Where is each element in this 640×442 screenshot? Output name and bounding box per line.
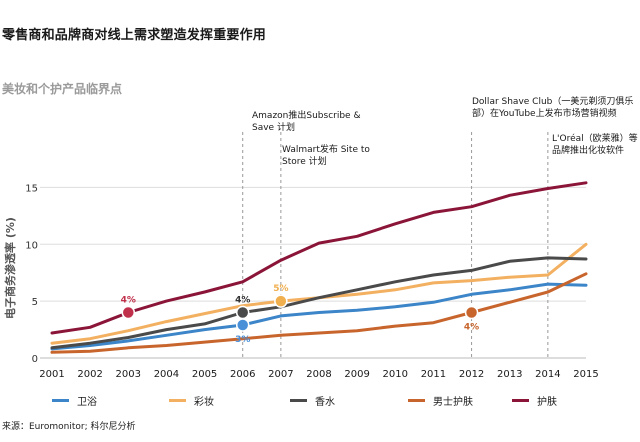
x-tick-label: 2001 [39, 369, 64, 380]
legend-item-男士护肤: 男士护肤 [408, 388, 473, 412]
legend-swatch [512, 398, 529, 402]
x-tick-label: 2014 [535, 369, 560, 380]
highlight-label: 4% [121, 296, 136, 306]
highlight-label: 4% [464, 323, 479, 333]
x-tick-label: 2013 [497, 369, 522, 380]
series-line-彩妆 [50, 242, 588, 345]
x-tick-label: 2015 [573, 369, 598, 380]
x-tick-label: 2004 [154, 369, 179, 380]
legend-label: 香水 [315, 396, 335, 408]
x-tick-label: 2012 [459, 369, 484, 380]
series-lines [50, 181, 588, 354]
annotation-dollar-shave: Dollar Shave Club（一美元剃须刀俱乐部）在YouTube上发布市… [472, 97, 634, 119]
y-tick-label: 5 [32, 297, 38, 308]
highlight-marker-卫浴-2006 [235, 318, 250, 332]
legend-item-卫浴: 卫浴 [52, 388, 97, 412]
legend-label: 护肤 [537, 396, 557, 408]
annotation-loreal: L'Oréal（欧莱雅）等品牌推出化妆软件 [552, 134, 638, 156]
x-tick-label: 2007 [268, 369, 293, 380]
highlight-label: 4% [235, 296, 250, 306]
legend-swatch [408, 398, 425, 402]
highlight-label: 3% [235, 335, 250, 345]
legend-swatch [169, 398, 186, 402]
highlight-marker-护肤-2003 [121, 305, 136, 320]
annotation-amazon: Amazon推出Subscribe & Save 计划 [252, 111, 361, 133]
highlight-marker-彩妆-2007 [274, 294, 288, 308]
legend-item-香水: 香水 [290, 388, 335, 412]
legend-swatch [52, 398, 69, 402]
y-tick-label: 15 [25, 183, 38, 194]
x-tick-label: 2006 [230, 369, 255, 380]
highlight-marker-香水-2006 [235, 305, 250, 320]
highlight-label: 5% [273, 284, 288, 294]
highlight-marker-男士护肤-2012 [464, 305, 479, 320]
event-markers [242, 132, 549, 358]
x-tick-label: 2002 [77, 369, 102, 380]
annotation-walmart: Walmart发布 Site to Store 计划 [282, 145, 370, 167]
legend-item-护肤: 护肤 [512, 388, 557, 412]
y-tick-label: 0 [32, 354, 38, 365]
page-title: 零售商和品牌商对线上需求塑造发挥重要作用 [2, 28, 267, 43]
x-tick-label: 2010 [383, 369, 408, 380]
legend-swatch [290, 398, 307, 402]
x-tick-label: 2005 [192, 369, 217, 380]
x-tick-label: 2008 [306, 369, 331, 380]
legend-label: 卫浴 [77, 396, 97, 408]
highlight-points: 4% 4% 3% 5% 4% [121, 284, 480, 345]
x-tick-label: 2003 [116, 369, 141, 380]
x-tick-label: 2009 [344, 369, 369, 380]
chart-subtitle: 美妆和个护产品临界点 [2, 82, 123, 96]
legend-label: 男士护肤 [433, 396, 473, 408]
y-tick-label: 10 [25, 240, 38, 251]
legend-label: 彩妆 [194, 396, 214, 408]
legend-item-彩妆: 彩妆 [169, 388, 214, 412]
source-note: 来源：Euromonitor; 科尔尼分析 [2, 422, 136, 432]
x-tick-label: 2011 [421, 369, 446, 380]
axis-labels: 0 5 10 15 2001 2002 2003 2004 2005 2006 2007 2008 20… [25, 183, 598, 380]
